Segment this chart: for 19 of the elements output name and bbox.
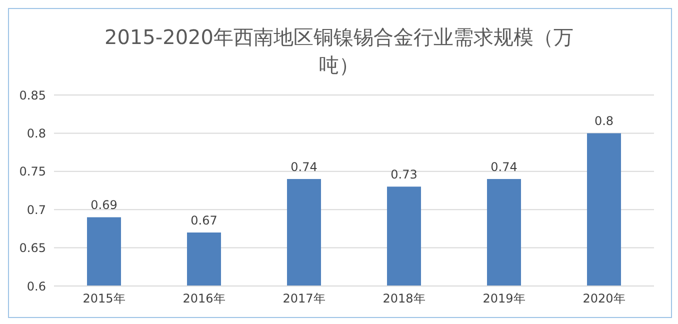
x-tick-label: 2015年 <box>82 292 126 306</box>
data-label: 0.73 <box>390 168 418 182</box>
data-label: 0.74 <box>490 160 518 174</box>
data-label: 0.8 <box>594 114 614 128</box>
y-tick-label: 0.7 <box>26 202 46 217</box>
data-label: 0.69 <box>90 198 118 212</box>
y-tick-label: 0.65 <box>19 241 46 256</box>
y-tick-label: 0.8 <box>26 126 46 140</box>
x-tick-label: 2019年 <box>482 292 526 306</box>
x-tick-label: 2016年 <box>182 292 226 306</box>
y-tick-label: 0.6 <box>26 279 46 294</box>
chart-title: 2015-2020年西南地区铜镍锡合金行业需求规模（万吨） <box>103 24 574 79</box>
data-label: 0.74 <box>290 160 318 174</box>
y-tick-label: 0.75 <box>19 164 46 179</box>
x-tick-label: 2018年 <box>382 292 426 306</box>
data-label: 0.67 <box>190 214 218 228</box>
x-tick-label: 2017年 <box>282 292 326 306</box>
x-tick-label: 2020年 <box>582 292 626 306</box>
y-tick-label: 0.85 <box>19 88 46 102</box>
